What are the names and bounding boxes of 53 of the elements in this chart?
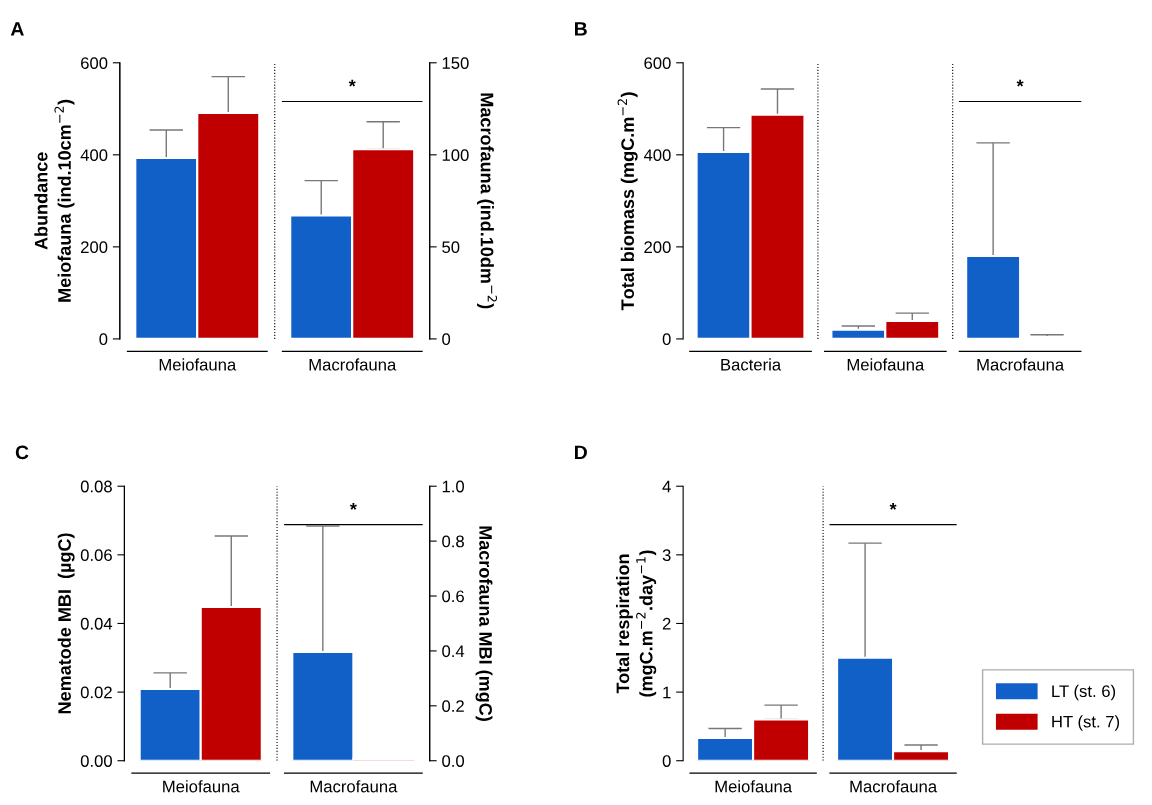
annotation: * bbox=[1016, 79, 1024, 87]
y-tick-label: 0 bbox=[99, 333, 108, 346]
y-tick-label: 600 bbox=[81, 57, 108, 69]
chart-title: D bbox=[575, 445, 587, 460]
y2-tick-label: 1.0 bbox=[442, 480, 465, 493]
y-tick-label: 400 bbox=[643, 149, 671, 162]
x-tick-label: Macrofauna bbox=[310, 780, 398, 793]
chart-title: B bbox=[575, 22, 587, 36]
x-tick-label: Meiofauna bbox=[159, 358, 237, 371]
x-tick-label: Meiofauna bbox=[715, 780, 793, 793]
y2-axis-title: Macrofauna MBI (mgC) bbox=[475, 526, 493, 721]
annotation: * bbox=[349, 502, 357, 510]
y2-tick-label: 50 bbox=[442, 241, 460, 254]
annotation: * bbox=[348, 79, 356, 87]
y2-tick-label: 0.2 bbox=[442, 700, 464, 713]
y-tick-label: 1 bbox=[663, 686, 671, 699]
x-tick-label: Macrofauna bbox=[309, 358, 397, 371]
y-tick-label: 400 bbox=[80, 149, 108, 162]
legend-label: HT (st. 7) bbox=[1052, 715, 1120, 731]
chart-title: C bbox=[15, 445, 29, 460]
x-tick-label: Macrofauna bbox=[850, 780, 938, 793]
y2-tick-label: 0.6 bbox=[442, 590, 464, 603]
y2-tick-label: 0.8 bbox=[442, 535, 464, 548]
y-tick-label: 4 bbox=[662, 480, 671, 493]
x-tick-label: Meiofauna bbox=[163, 780, 240, 793]
y-tick-label: 600 bbox=[644, 57, 671, 69]
annotation: * bbox=[889, 502, 897, 510]
y-tick-label: 0 bbox=[662, 755, 671, 767]
y-axis-title: Abundance Meiofauna (ind.10cm$^{−2}$) bbox=[34, 99, 75, 302]
legend-label: LT (st. 6) bbox=[1052, 684, 1116, 701]
y2-tick-label: 0.4 bbox=[442, 645, 465, 658]
x-tick-label: Bacteria bbox=[721, 358, 782, 371]
y-axis-title: Nematode MBI (µgC) bbox=[57, 533, 75, 714]
x-tick-label: Macrofauna bbox=[977, 358, 1065, 371]
y-tick-label: 3 bbox=[662, 549, 671, 562]
y-axis-title: Total biomass (mgC.m$^{−2}$) bbox=[617, 92, 638, 311]
chart-title: A bbox=[10, 22, 24, 36]
y2-tick-label: 100 bbox=[442, 149, 469, 162]
y2-tick-label: 0.0 bbox=[442, 755, 465, 767]
y-tick-label: 0.02 bbox=[80, 686, 112, 699]
y-tick-label: 0.08 bbox=[80, 480, 112, 493]
y-tick-label: 200 bbox=[644, 241, 671, 254]
y-tick-label: 200 bbox=[81, 241, 108, 254]
y2-axis-title: Macrofauna (ind.10dm$^{−2}$) bbox=[477, 93, 498, 309]
y-tick-label: 0.04 bbox=[80, 617, 113, 630]
y2-tick-label: 0 bbox=[442, 333, 451, 346]
y-tick-label: 0 bbox=[662, 333, 671, 346]
y-tick-label: 2 bbox=[662, 617, 671, 630]
y-tick-label: 0.00 bbox=[80, 755, 112, 767]
x-tick-label: Meiofauna bbox=[847, 358, 925, 371]
y2-tick-label: 150 bbox=[442, 57, 469, 69]
y-tick-label: 0.06 bbox=[80, 549, 112, 562]
y-axis-title: Total respiration (mgC.m$^{−2}$.day$^{−1}$) bbox=[615, 550, 657, 697]
